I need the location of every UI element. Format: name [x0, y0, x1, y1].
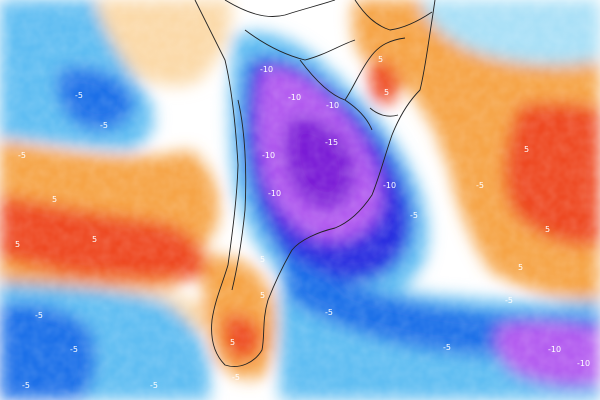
border-north — [224, 0, 336, 17]
contour-label: -10 — [383, 181, 396, 190]
contour-label: -5 — [70, 345, 78, 354]
contour-label: -5 — [35, 311, 43, 320]
border-andes — [231, 99, 247, 291]
contour-label: -5 — [505, 296, 513, 305]
contour-label: -5 — [443, 343, 451, 352]
contour-label: -5 — [75, 91, 83, 100]
contour-label: 5 — [384, 88, 389, 97]
contour-label: 5 — [545, 225, 550, 234]
contour-label: 5 — [15, 240, 20, 249]
land-borders — [194, 0, 436, 367]
contour-label: -5 — [22, 381, 30, 390]
contour-label: -10 — [262, 151, 275, 160]
contour-label: 5 — [260, 255, 265, 264]
contour-label: 5 — [92, 235, 97, 244]
contour-label: 5 — [524, 145, 529, 154]
contour-label: 5 — [230, 338, 235, 347]
contour-label: -10 — [260, 65, 273, 74]
contour-label: -5 — [476, 181, 484, 190]
south-america-coastline — [194, 0, 436, 367]
contour-label: -15 — [325, 138, 338, 147]
border-uruguay — [369, 107, 399, 117]
contour-label: -10 — [577, 359, 590, 368]
contour-label: -5 — [232, 373, 240, 382]
contour-label: -5 — [100, 121, 108, 130]
contour-label: -10 — [326, 101, 339, 110]
contour-label: -10 — [288, 93, 301, 102]
contour-labels: -5 -5 -5 -10 -10 -10 -10 -10 -15 -10 -5 -5 5 5 5 5 5 5 5 5 5… — [15, 55, 590, 390]
contour-label: -5 — [325, 308, 333, 317]
contour-label: -5 — [18, 151, 26, 160]
border-northeast — [354, 0, 433, 31]
contour-label: -10 — [268, 189, 281, 198]
border-brazil-south — [344, 37, 406, 101]
contour-label: 5 — [518, 263, 523, 272]
contour-label: 5 — [378, 55, 383, 64]
contour-label: -5 — [150, 381, 158, 390]
contour-label: 5 — [52, 195, 57, 204]
contour-label: 5 — [260, 291, 265, 300]
border-bolivia — [244, 29, 356, 61]
contour-label: -10 — [548, 345, 561, 354]
contour-label: -5 — [410, 211, 418, 220]
